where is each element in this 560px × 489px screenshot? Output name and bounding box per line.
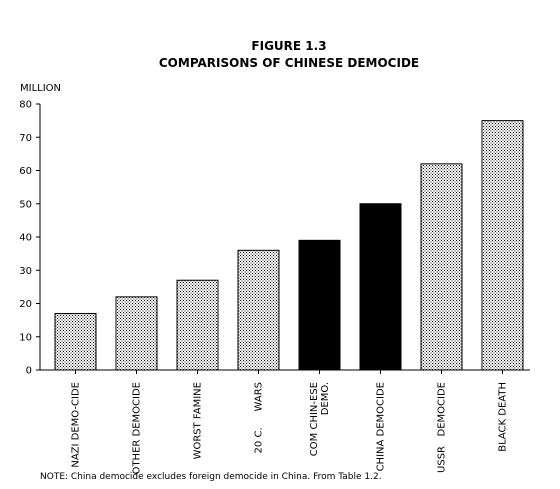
chart-subtitle: COMPARISONS OF CHINESE DEMOCIDE xyxy=(159,56,419,70)
y-tick-label: 40 xyxy=(19,233,32,244)
x-tick-label: USSR DEMOCIDE xyxy=(437,382,448,473)
bar xyxy=(359,203,402,371)
y-tick-label: 70 xyxy=(19,133,32,144)
y-tick-label: 30 xyxy=(19,266,32,277)
y-tick-label: 80 xyxy=(19,100,32,111)
bar xyxy=(54,312,97,371)
footnote: NOTE: China democide excludes foreign de… xyxy=(40,472,382,482)
y-tick-label: 50 xyxy=(19,199,32,210)
bar xyxy=(420,163,463,371)
bar xyxy=(176,279,219,371)
y-tick-label: 20 xyxy=(19,299,32,310)
bar xyxy=(481,120,524,371)
x-tick-label: CHINA DEMOCIDE xyxy=(376,382,387,471)
x-tick-label: WORST FAMINE xyxy=(193,382,204,459)
bar xyxy=(115,296,158,371)
y-tick-label: 0 xyxy=(26,366,32,377)
x-tick-label: 20 C. WARS xyxy=(254,382,265,453)
x-tick-label: NAZI DEMO-CIDE xyxy=(71,382,82,468)
x-tick-label: COM CHIN-ESE xyxy=(309,382,320,456)
x-tick-label: OTHER DEMOCIDE xyxy=(132,382,143,474)
x-tick-label: DEMO. xyxy=(320,382,331,415)
chart-title: FIGURE 1.3 xyxy=(251,39,326,53)
y-tick-label: 60 xyxy=(19,166,32,177)
x-tick-label: BLACK DEATH xyxy=(498,382,509,452)
y-axis-label: MILLION xyxy=(20,83,61,94)
y-tick-label: 10 xyxy=(19,332,32,343)
bar xyxy=(237,249,280,371)
bar xyxy=(298,239,341,371)
